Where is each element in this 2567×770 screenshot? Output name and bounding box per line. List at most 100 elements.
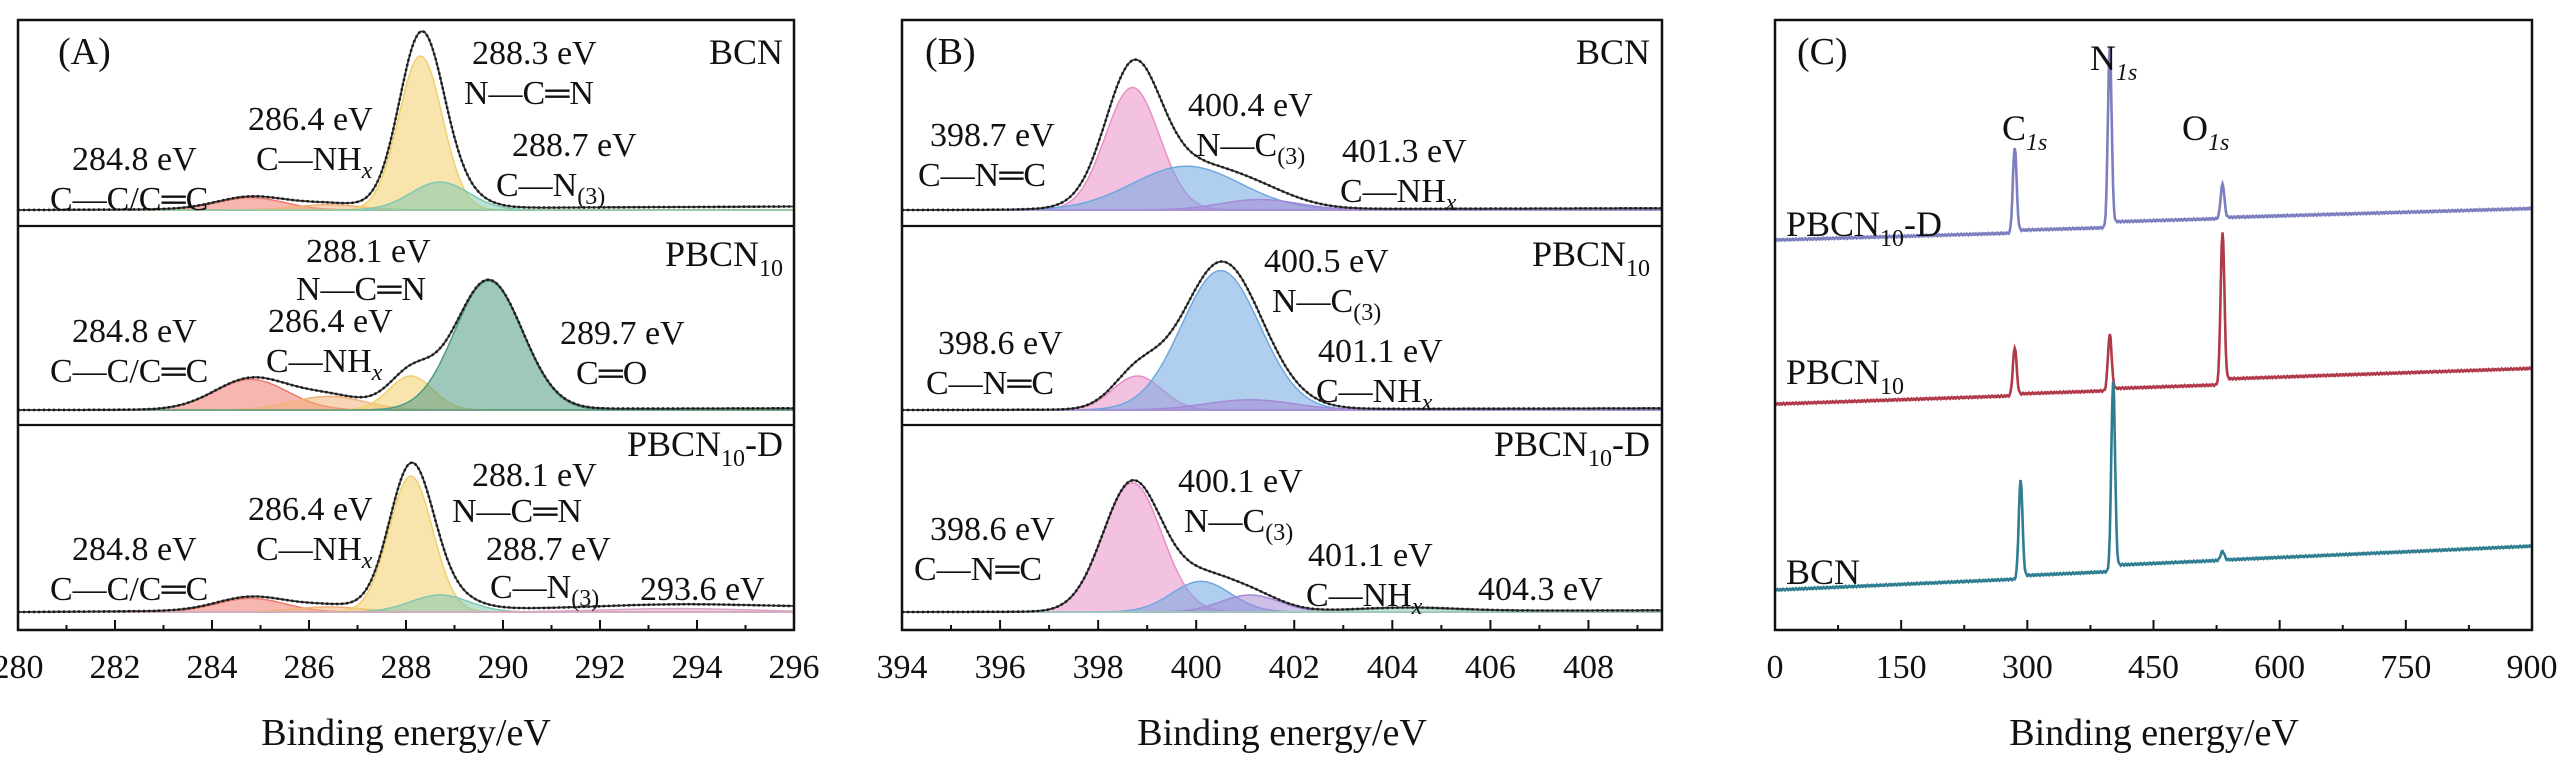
x-tick-label: 900 [2507,649,2558,686]
peak-bond-label: C—NHx [1306,577,1423,620]
panel-c-frame [1773,18,2534,632]
x-tick-label: 286 [284,649,335,686]
peak-energy-label: 284.8 eV [72,531,197,568]
x-axis-label: Binding energy/eV [261,712,551,754]
experimental-data [18,278,794,412]
panel-a: 280 282 284 286 288 290 292 294 296 (A) BCN PBCN… [0,18,820,754]
peak-energy-label: 286.4 eV [268,303,393,340]
x-tick-label: 404 [1367,649,1418,686]
x-tick-label: 396 [975,649,1026,686]
peak-bond-label: N—C═N [296,271,426,308]
x-tick-label: 400 [1171,649,1222,686]
peak-energy-label: 288.1 eV [472,457,597,494]
x-tick-label: 290 [478,649,529,686]
peak-bond-label: N—C═N [464,75,594,112]
series-label: PBCN10 [1786,352,1904,400]
fit-peak [18,607,795,613]
peak-bond-label: C—N(3) [496,167,605,210]
peak-energy-label: 398.7 eV [930,117,1055,154]
experimental-data [902,478,1662,614]
peak-bond-label: N—C(3) [1272,283,1381,326]
peak-label-o1s: O1s [2182,108,2229,156]
peak-bond-label: C—N═C [918,157,1046,194]
series-label: PBCN10-D [1786,204,1942,252]
sample-label: PBCN10-D [627,424,783,472]
panel-a-letter: (A) [58,31,111,73]
survey-series [1774,232,2533,407]
x-tick-label: 394 [877,649,928,686]
peak-energy-label: 293.6 eV [640,571,765,608]
x-tick-label: 294 [672,649,723,686]
peak-bond-label: C—N(3) [490,569,599,612]
panel-c: 0 150 300 450 600 750 900 (C) PBCN10-D PBCN10 … [1767,18,2558,754]
peak-label-n1s: N1s [2090,38,2137,86]
peak-bond-label: C—NHx [256,531,373,574]
peak-bond-label: C—C/C═C [50,353,208,390]
x-tick-label: 450 [2128,649,2179,686]
peak-energy-label: 400.5 eV [1264,243,1389,280]
x-tick-label: 288 [381,649,432,686]
peak-energy-label: 400.1 eV [1178,463,1303,500]
x-tick-label: 284 [187,649,238,686]
panel-b-letter: (B) [925,31,976,73]
peak-bond-label: C—NHx [1316,373,1433,416]
peak-bond-label: C—N═C [926,365,1054,402]
peak-energy-label: 286.4 eV [248,491,373,528]
x-tick-label: 282 [90,649,141,686]
x-axis-label: Binding energy/eV [1137,712,1427,754]
peak-energy-label: 400.4 eV [1188,87,1313,124]
peak-energy-label: 284.8 eV [72,313,197,350]
peak-energy-label: 288.3 eV [472,35,597,72]
x-tick-label: 280 [0,649,44,686]
survey-series [1774,381,2533,593]
x-tick-label: 402 [1269,649,1320,686]
peak-energy-label: 398.6 eV [930,511,1055,548]
panel-c-letter: (C) [1797,31,1848,73]
peak-energy-label: 401.1 eV [1308,537,1433,574]
x-tick-label: 408 [1563,649,1614,686]
x-tick-label: 750 [2380,649,2431,686]
peak-energy-label: 288.1 eV [306,233,431,270]
x-tick-label: 0 [1767,649,1784,686]
x-tick-label: 150 [1876,649,1927,686]
x-axis-label: Binding energy/eV [2009,712,2299,754]
peak-energy-label: 284.8 eV [72,141,197,178]
x-tick-label: 300 [2002,649,2053,686]
experimental-data [18,461,795,614]
peak-label-c1s: C1s [2002,108,2047,156]
sample-label: PBCN10 [1532,234,1650,282]
peak-bond-label: N—C═N [452,493,582,530]
sample-label: BCN [709,32,783,72]
peak-energy-label: 398.6 eV [938,325,1063,362]
panel-b: 394 396 398 400 402 404 406 408 (B) BCN PBCN10 … [877,18,1664,754]
peak-energy-label: 401.1 eV [1318,333,1443,370]
survey-series [1774,46,2533,243]
x-tick-label: 292 [575,649,626,686]
peak-energy-label: 401.3 eV [1342,133,1467,170]
x-tick-label: 296 [769,649,820,686]
peak-energy-label: 288.7 eV [486,531,611,568]
series-label: BCN [1786,552,1860,592]
peak-energy-label: 286.4 eV [248,101,373,138]
x-tick-label: 406 [1465,649,1516,686]
panel-b-frame [900,18,1664,632]
sample-label: PBCN10-D [1494,424,1650,472]
peak-energy-label: 289.7 eV [560,315,685,352]
sample-label: PBCN10 [665,234,783,282]
x-tick-label: 398 [1073,649,1124,686]
peak-bond-label: C—NHx [266,343,383,386]
peak-bond-label: C—N═C [914,551,1042,588]
peak-bond-label: C—NHx [256,141,373,184]
peak-bond-label: N—C(3) [1184,503,1293,546]
peak-energy-label: 288.7 eV [512,127,637,164]
peak-bond-label: N—C(3) [1196,127,1305,170]
peak-bond-label: C—NHx [1340,173,1457,216]
experimental-data [902,58,1662,212]
peak-bond-label: C—C/C═C [50,571,208,608]
x-tick-label: 600 [2254,649,2305,686]
experimental-data [18,29,794,212]
peak-bond-label: C—C/C═C [50,181,208,218]
peak-energy-label: 404.3 eV [1478,571,1603,608]
experimental-data [902,260,1662,412]
